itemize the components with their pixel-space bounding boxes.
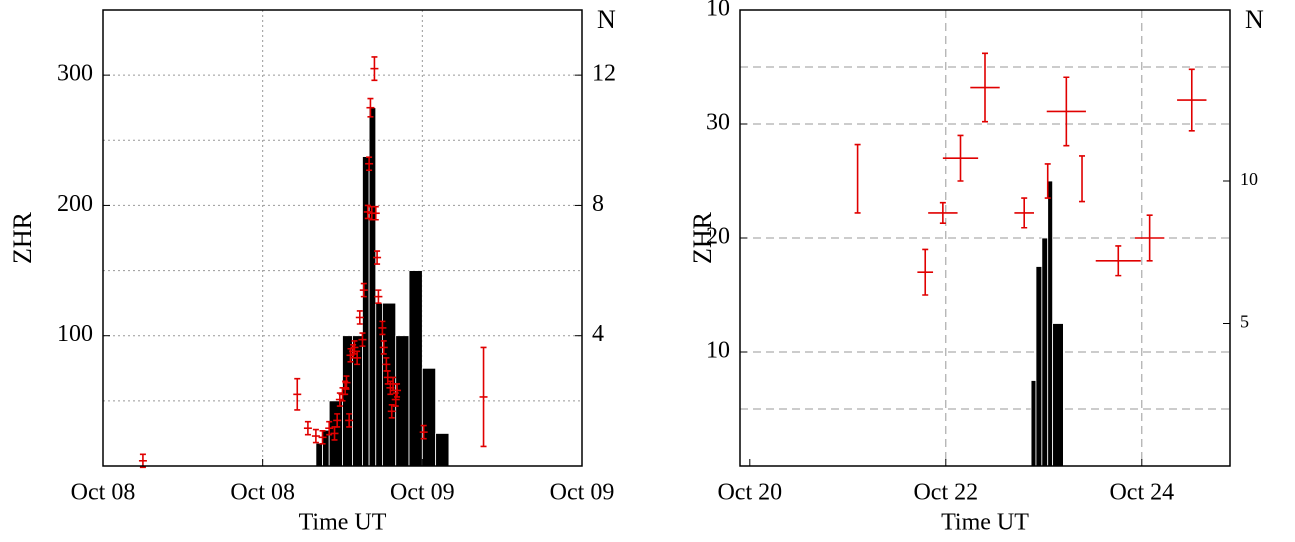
y2-tick-label: 4: [592, 321, 604, 347]
x-tick-label: Oct 22: [913, 480, 978, 506]
histogram-bar: [435, 433, 450, 467]
y2-tick-label: 12: [592, 61, 616, 87]
error-bar-y: [854, 143, 861, 214]
histogram-bar: [395, 335, 410, 467]
x-tick-label: Oct 08: [71, 480, 136, 506]
y-axis-label: ZHR: [688, 211, 717, 264]
y-tick-label: 200: [57, 191, 93, 217]
histogram-bar: [1047, 180, 1054, 467]
histogram-bar: [421, 367, 437, 467]
histogram-bar: [1041, 237, 1049, 467]
x-axis-label: Time UT: [941, 510, 1029, 536]
histogram-bar: [315, 442, 323, 467]
plot-frame: [102, 9, 583, 467]
y2-axis-label: N: [597, 5, 616, 34]
y-tick-label: 100: [57, 321, 93, 347]
histogram-bar: [1030, 380, 1037, 467]
y-tick-label: 20: [706, 224, 730, 250]
x-tick-label: Oct 24: [1109, 480, 1174, 506]
y-tick-label: 30: [706, 110, 730, 136]
y2-tick-label: 10: [1240, 169, 1258, 189]
error-bar-y: [1044, 163, 1051, 199]
histogram-bar: [1052, 323, 1064, 467]
y2-tick-label: 5: [1240, 312, 1249, 332]
histogram-bar: [1035, 266, 1043, 467]
y-tick-label: 300: [57, 61, 93, 87]
histogram-bar: [368, 107, 377, 467]
y2-axis-label: N: [1245, 5, 1264, 34]
x-tick-label: Oct 20: [717, 480, 782, 506]
y-tick-label: 10: [706, 0, 730, 22]
x-tick-label: Oct 09: [390, 480, 455, 506]
error-bar-y: [1079, 155, 1086, 203]
y2-tick-label: 8: [592, 191, 604, 217]
x-tick-label: Oct 09: [550, 480, 615, 506]
histogram-bar: [362, 156, 370, 467]
histogram-bar: [408, 270, 423, 467]
histogram-bar: [322, 429, 330, 467]
y-tick-label: 10: [706, 338, 730, 364]
x-axis-label: Time UT: [299, 510, 387, 536]
x-tick-label: Oct 08: [230, 480, 295, 506]
y-axis-label: ZHR: [8, 211, 37, 264]
